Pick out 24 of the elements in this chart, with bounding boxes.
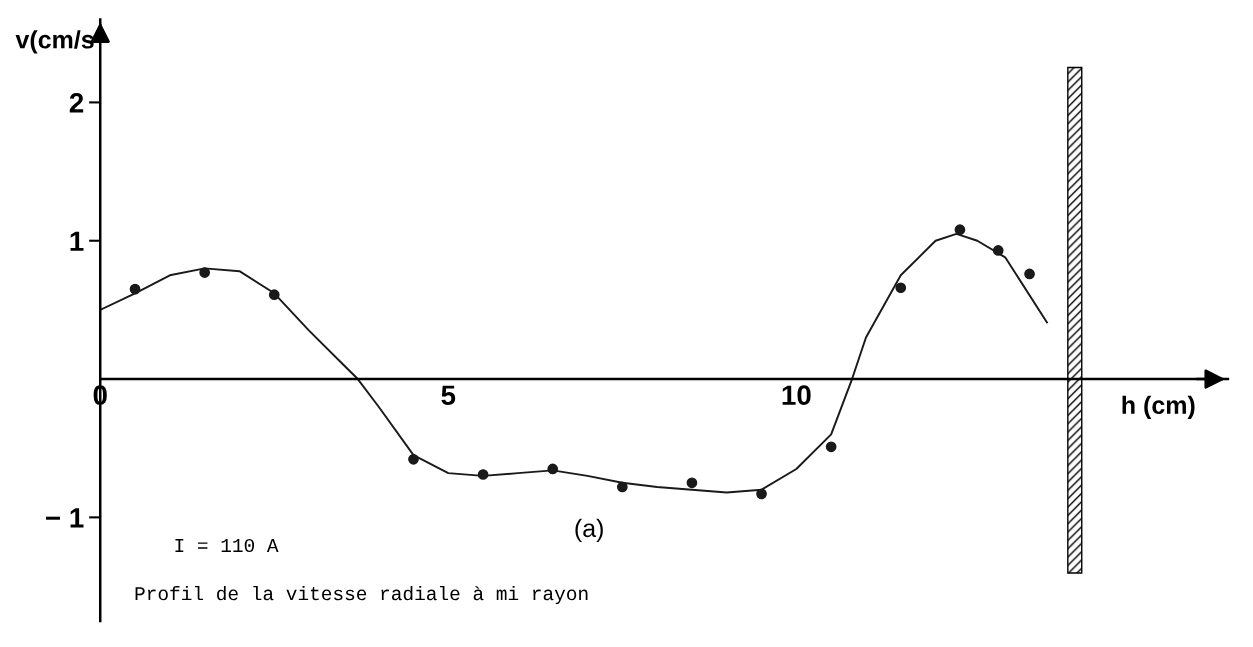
point (547, 463, 559, 475)
y-tick-label: 1 (70, 231, 84, 251)
point (686, 477, 698, 489)
point (954, 224, 966, 236)
point (825, 441, 837, 453)
point (477, 469, 489, 480)
point (199, 267, 211, 278)
y-axis-title: v(cm/s (15, 30, 94, 54)
point (268, 289, 280, 301)
x-tick-label: 10 (782, 385, 811, 406)
point (992, 245, 1004, 256)
annotation: I = 110 A (175, 538, 279, 553)
point (616, 481, 628, 493)
x-axis-title: h (cm) (1122, 395, 1195, 419)
annotation: (a) (575, 518, 603, 543)
point (129, 283, 141, 295)
point (1024, 268, 1035, 280)
y-tick-label: 2 (69, 93, 84, 113)
y-tick-label: − 1 (46, 508, 84, 528)
point (895, 282, 907, 294)
point (408, 453, 419, 465)
annotation: Profil de la vitesse radiale à mi rayon (135, 585, 588, 605)
point (756, 488, 767, 500)
x-tick-label: 5 (441, 385, 456, 406)
